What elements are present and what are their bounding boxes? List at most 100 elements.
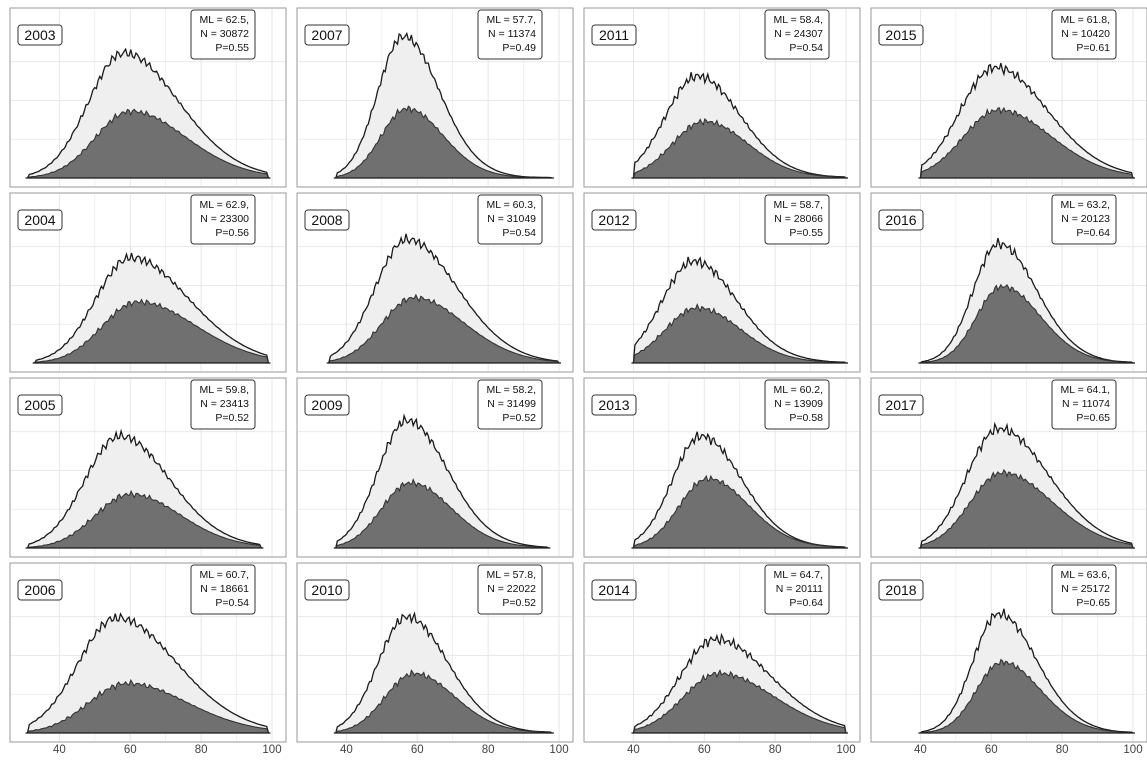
area-lower — [633, 670, 846, 733]
year-label: 2012 — [598, 212, 629, 228]
area-lower — [920, 659, 1133, 733]
area-lower — [335, 479, 549, 548]
line-lower — [632, 302, 847, 364]
line-lower — [27, 678, 270, 734]
line-upper — [919, 62, 1134, 179]
panel-2006: 2006 ML = 60.7, N = 18661 P=0.54 — [9, 562, 287, 743]
line-lower — [335, 105, 552, 179]
area-lower — [633, 119, 846, 178]
year-label-box — [591, 579, 637, 601]
line-lower — [632, 474, 847, 549]
stats-box — [477, 564, 543, 615]
stats-ml: ML = 64.7, — [773, 569, 823, 581]
stats-box — [190, 194, 256, 245]
year-label-box — [17, 394, 63, 416]
x-tick-label: 80 — [482, 744, 495, 756]
x-tick-label: 100 — [549, 744, 568, 756]
line-lower — [27, 489, 262, 549]
stats-n: N = 11074 — [1062, 398, 1110, 410]
stats-n: N = 20111 — [776, 583, 823, 595]
year-label: 2014 — [598, 582, 629, 598]
area-lower — [920, 470, 1133, 548]
stats-box — [764, 564, 830, 615]
year-label-box — [17, 579, 63, 601]
stats-ml: ML = 58.2, — [486, 384, 536, 396]
panel-2017: 2017 ML = 64.1, N = 11074 P=0.65 — [870, 377, 1147, 558]
line-lower — [328, 293, 560, 364]
stats-p: P=0.54 — [789, 42, 823, 54]
line-upper — [632, 632, 847, 734]
line-upper — [335, 31, 553, 179]
stats-box — [190, 379, 256, 430]
x-tick-label: 40 — [627, 744, 640, 756]
stats-p: P=0.52 — [215, 412, 249, 424]
x-tick-label: 80 — [195, 744, 208, 756]
stats-box — [764, 379, 830, 430]
line-lower — [632, 669, 847, 734]
stats-box — [764, 9, 830, 60]
stats-p: P=0.52 — [502, 597, 536, 609]
year-label-box — [878, 394, 924, 416]
line-lower — [920, 283, 1134, 364]
year-label-box — [304, 394, 350, 416]
year-label-box — [304, 579, 350, 601]
panel-2013: 2013 ML = 60.2, N = 13909 P=0.58 — [583, 377, 861, 558]
year-label-box — [878, 579, 924, 601]
stats-ml: ML = 58.4, — [773, 14, 823, 26]
panel-2004: 2004 ML = 62.9, N = 23300 P=0.56 — [9, 192, 287, 373]
stats-ml: ML = 61.8, — [1060, 14, 1110, 26]
stats-ml: ML = 62.5, — [199, 14, 249, 26]
panel-2018: 2018 ML = 63.6, N = 25172 P=0.65 — [870, 562, 1147, 743]
stats-n: N = 11374 — [488, 28, 536, 40]
x-tick-label: 60 — [411, 744, 424, 756]
year-label: 2009 — [311, 397, 342, 413]
stats-n: N = 23413 — [200, 398, 249, 410]
area-lower — [27, 109, 269, 178]
year-label-box — [304, 24, 350, 46]
year-label-box — [591, 209, 637, 231]
line-lower — [919, 468, 1134, 549]
line-lower — [335, 669, 553, 734]
stats-box — [764, 194, 830, 245]
stats-ml: ML = 57.8, — [486, 569, 536, 581]
x-tick-label: 100 — [836, 744, 855, 756]
line-lower — [34, 298, 270, 364]
stats-box — [1051, 9, 1117, 60]
panel-2007: 2007 ML = 57.7, N = 11374 P=0.49 — [296, 7, 574, 188]
area-lower — [920, 284, 1133, 363]
stats-p: P=0.52 — [502, 412, 536, 424]
line-upper — [34, 251, 270, 364]
x-tick-label: 80 — [1056, 744, 1069, 756]
panel-2014: 2014 ML = 64.7, N = 20111 P=0.64 — [583, 562, 861, 743]
stats-n: N = 18661 — [200, 583, 249, 595]
x-tick-label: 100 — [1123, 744, 1142, 756]
stats-n: N = 10420 — [1061, 28, 1110, 40]
x-tick-label: 60 — [124, 744, 137, 756]
stats-ml: ML = 64.1, — [1060, 384, 1110, 396]
panel-2016: 2016 ML = 63.2, N = 20123 P=0.64 — [870, 192, 1147, 373]
stats-box — [1051, 564, 1117, 615]
year-label: 2018 — [885, 582, 916, 598]
stats-p: P=0.61 — [1076, 42, 1110, 54]
stats-p: P=0.58 — [789, 412, 823, 424]
panel-2005: 2005 ML = 59.8, N = 23413 P=0.52 — [9, 377, 287, 558]
line-upper — [335, 611, 553, 734]
year-label-box — [304, 209, 350, 231]
stats-p: P=0.54 — [502, 227, 536, 239]
stats-n: N = 13909 — [774, 398, 823, 410]
x-tick-label: 40 — [914, 744, 927, 756]
stats-n: N = 30872 — [200, 28, 249, 40]
line-upper — [919, 237, 1134, 364]
panel-2009: 2009 ML = 58.2, N = 31499 P=0.52 — [296, 377, 574, 558]
stats-p: P=0.65 — [1076, 597, 1110, 609]
area-lower — [920, 107, 1133, 178]
panel-2003: 2003 ML = 62.5, N = 30872 P=0.55 — [9, 7, 287, 188]
x-tick-label: 100 — [262, 744, 281, 756]
line-lower — [920, 658, 1134, 734]
stats-p: P=0.49 — [502, 42, 536, 54]
stats-p: P=0.64 — [789, 597, 823, 609]
stats-p: P=0.56 — [215, 227, 249, 239]
year-label-box — [878, 24, 924, 46]
year-label-box — [591, 394, 637, 416]
stats-box — [1051, 194, 1117, 245]
